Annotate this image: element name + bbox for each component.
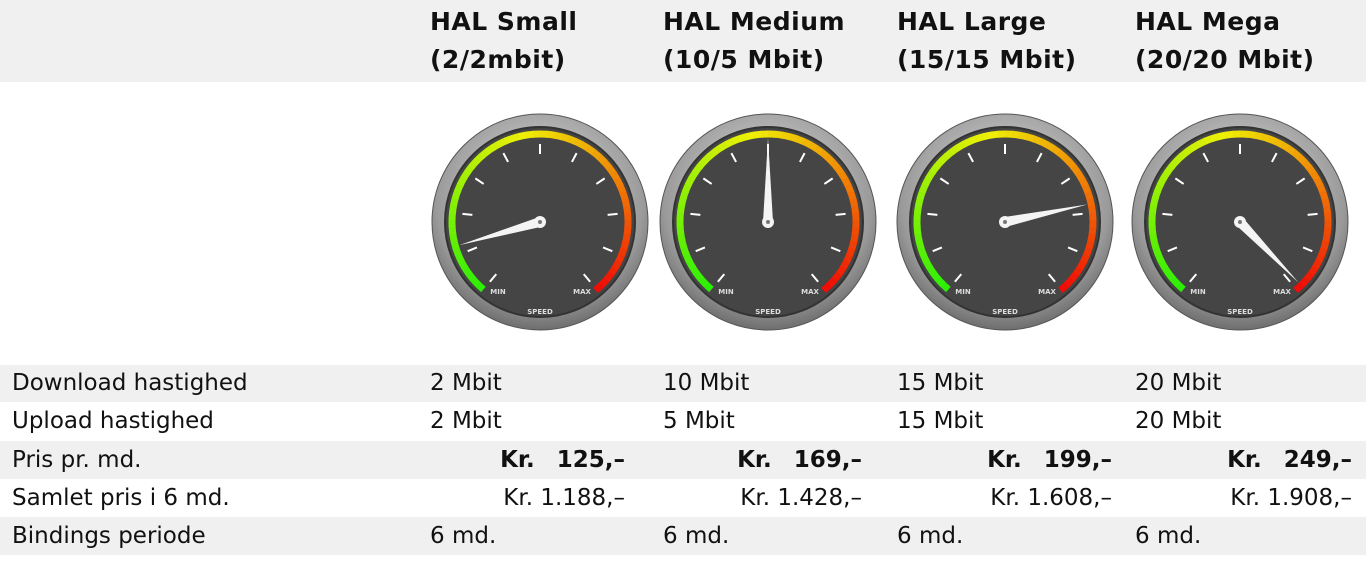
column-subtitle: (2/2mbit) xyxy=(430,42,566,78)
gauge-label: SPEED xyxy=(1227,308,1253,316)
gauge-label: SPEED xyxy=(755,308,781,316)
column-title: HAL Mega xyxy=(1135,4,1281,40)
cell-value: Kr. 125,– xyxy=(500,441,625,479)
column-title: HAL Large xyxy=(897,4,1046,40)
gauge-arc xyxy=(823,285,829,291)
cell-value: 20 Mbit xyxy=(1135,364,1221,402)
gauge-label: SPEED xyxy=(527,308,553,316)
row-label: Pris pr. md. xyxy=(12,441,142,479)
row-label: Samlet pris i 6 md. xyxy=(12,479,230,517)
gauge-tick xyxy=(836,214,846,215)
cell-value: 15 Mbit xyxy=(897,402,983,440)
row-label: Bindings periode xyxy=(12,517,206,555)
gauge-tick xyxy=(1308,214,1318,215)
cell-value: Kr. 1.188,– xyxy=(503,479,625,517)
gauge-tick xyxy=(1073,214,1083,215)
column-subtitle: (10/5 Mbit) xyxy=(663,42,825,78)
gauge-min: MIN xyxy=(718,288,734,296)
page: MIN MAX SPEED MIN MAX SPEED MIN MAX SPEED MIN MAX S… xyxy=(0,0,1366,563)
cell-value: Kr. 1.608,– xyxy=(990,479,1112,517)
gauge: MIN MAX SPEED xyxy=(432,114,648,330)
gauge-tick xyxy=(462,214,472,215)
gauge-max: MAX xyxy=(801,288,819,296)
gauge-hub-dot xyxy=(1003,220,1007,224)
gauge-tick xyxy=(1162,214,1172,215)
gauge-arc xyxy=(1295,285,1301,291)
cell-value: 6 md. xyxy=(663,517,729,555)
cell-value: 6 md. xyxy=(1135,517,1201,555)
cell-value: Kr. 249,– xyxy=(1227,441,1352,479)
cell-value: Kr. 169,– xyxy=(737,441,862,479)
row-label: Upload hastighed xyxy=(12,402,214,440)
cell-value: 6 md. xyxy=(897,517,963,555)
gauge-tick xyxy=(690,214,700,215)
gauge-hub-dot xyxy=(766,220,770,224)
gauge-tick xyxy=(927,214,937,215)
column-subtitle: (15/15 Mbit) xyxy=(897,42,1077,78)
cell-value: Kr. 1.908,– xyxy=(1230,479,1352,517)
row-label: Download hastighed xyxy=(12,364,248,402)
gauge-arc xyxy=(595,285,601,291)
gauge-max: MAX xyxy=(573,288,591,296)
column-title: HAL Small xyxy=(430,4,577,40)
gauge-max: MAX xyxy=(1273,288,1291,296)
cell-value: 20 Mbit xyxy=(1135,402,1221,440)
cell-value: Kr. 1.428,– xyxy=(740,479,862,517)
cell-value: 10 Mbit xyxy=(663,364,749,402)
gauge-min: MIN xyxy=(1190,288,1206,296)
cell-value: Kr. 199,– xyxy=(987,441,1112,479)
gauge-hub-dot xyxy=(538,220,542,224)
gauge-label: SPEED xyxy=(992,308,1018,316)
column-title: HAL Medium xyxy=(663,4,845,40)
cell-value: 2 Mbit xyxy=(430,402,502,440)
cell-value: 6 md. xyxy=(430,517,496,555)
column-subtitle: (20/20 Mbit) xyxy=(1135,42,1315,78)
gauge-max: MAX xyxy=(1038,288,1056,296)
gauge-min: MIN xyxy=(490,288,506,296)
gauge-tick xyxy=(608,214,618,215)
gauge-min: MIN xyxy=(955,288,971,296)
cell-value: 15 Mbit xyxy=(897,364,983,402)
cell-value: 5 Mbit xyxy=(663,402,735,440)
gauge-arc xyxy=(1060,285,1066,291)
gauge-hub-dot xyxy=(1238,220,1242,224)
gauge: MIN MAX SPEED xyxy=(897,114,1113,330)
gauge: MIN MAX SPEED xyxy=(660,114,876,330)
gauge: MIN MAX SPEED xyxy=(1132,114,1348,330)
cell-value: 2 Mbit xyxy=(430,364,502,402)
